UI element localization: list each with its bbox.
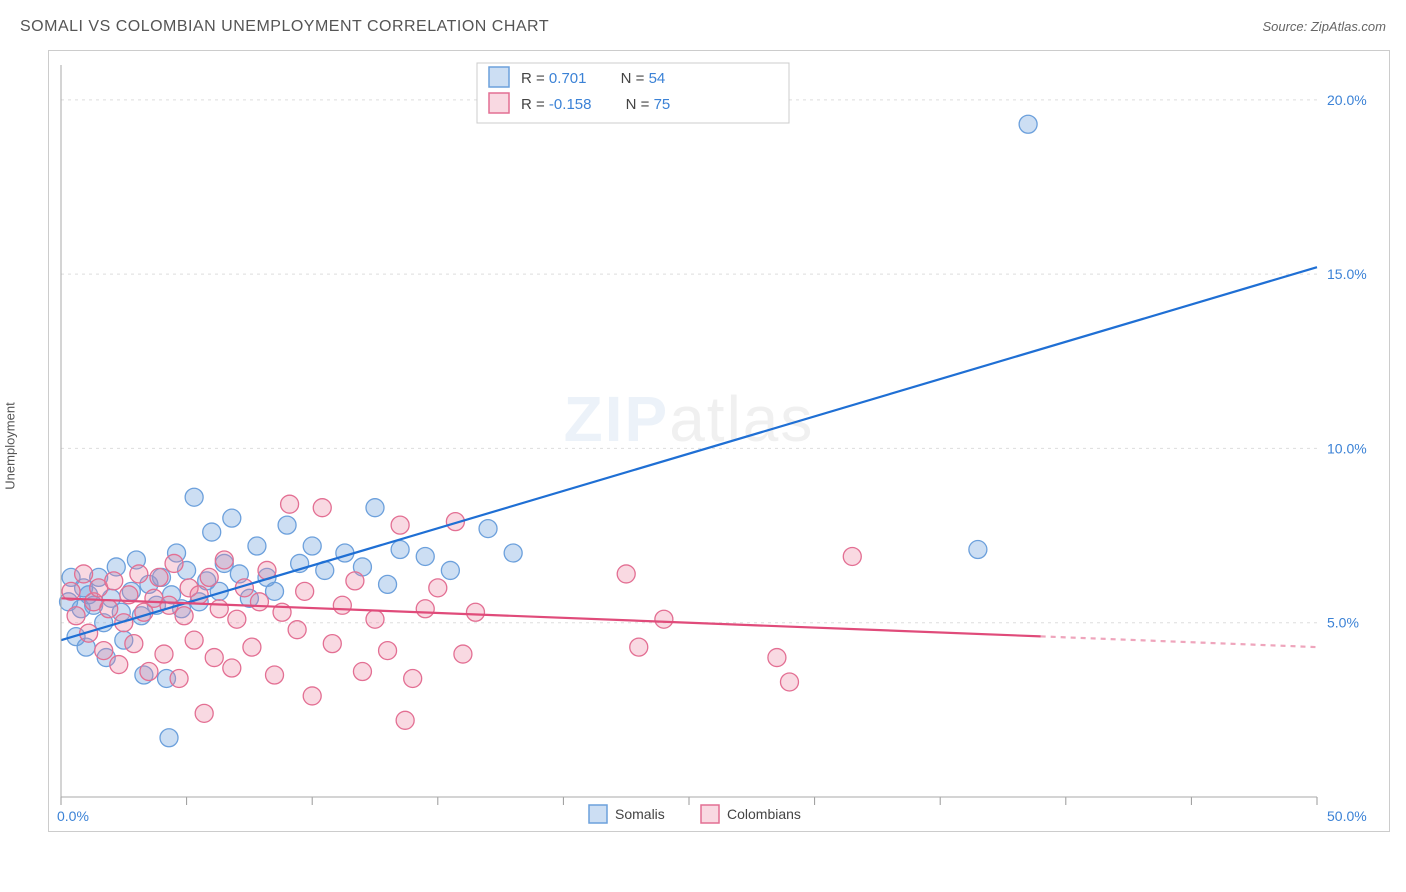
scatter-point (203, 523, 221, 541)
scatter-point (67, 607, 85, 625)
scatter-point (780, 673, 798, 691)
scatter-point (248, 537, 266, 555)
scatter-point (346, 572, 364, 590)
scatter-point (416, 600, 434, 618)
trend-line (61, 598, 1041, 636)
scatter-point (223, 659, 241, 677)
scatter-point (266, 666, 284, 684)
scatter-point (95, 642, 113, 660)
scatter-point (313, 499, 331, 517)
y-axis-label: Unemployment (3, 402, 18, 489)
scatter-point (296, 582, 314, 600)
chart-title: SOMALI VS COLOMBIAN UNEMPLOYMENT CORRELA… (20, 18, 549, 36)
scatter-point (195, 704, 213, 722)
scatter-point (333, 596, 351, 614)
y-tick-label: 20.0% (1327, 92, 1367, 108)
legend-swatch (489, 67, 509, 87)
scatter-point (160, 729, 178, 747)
scatter-point (155, 645, 173, 663)
scatter-point (655, 610, 673, 628)
correlation-chart: ZIPatlas5.0%10.0%15.0%20.0%0.0%50.0%R = … (48, 50, 1390, 832)
scatter-point (266, 582, 284, 600)
scatter-point (630, 638, 648, 656)
scatter-point (366, 610, 384, 628)
watermark: ZIPatlas (564, 383, 815, 455)
scatter-point (100, 600, 118, 618)
scatter-point (205, 649, 223, 667)
scatter-point (617, 565, 635, 583)
scatter-point (175, 607, 193, 625)
chart-source: Source: ZipAtlas.com (1262, 19, 1386, 34)
legend-label: Somalis (615, 806, 665, 822)
scatter-point (768, 649, 786, 667)
scatter-point (281, 495, 299, 513)
scatter-point (110, 656, 128, 674)
scatter-point (170, 669, 188, 687)
chart-header: SOMALI VS COLOMBIAN UNEMPLOYMENT CORRELA… (20, 18, 1386, 36)
scatter-point (105, 572, 123, 590)
scatter-point (404, 669, 422, 687)
scatter-point (185, 631, 203, 649)
scatter-point (969, 541, 987, 559)
scatter-point (125, 635, 143, 653)
scatter-point (223, 509, 241, 527)
scatter-point (323, 635, 341, 653)
legend-swatch (589, 805, 607, 823)
trend-line (61, 267, 1317, 640)
scatter-point (278, 516, 296, 534)
legend-swatch (701, 805, 719, 823)
scatter-point (243, 638, 261, 656)
scatter-point (391, 541, 409, 559)
bottom-legend: Somalis Colombians (589, 805, 801, 823)
scatter-point (454, 645, 472, 663)
scatter-point (228, 610, 246, 628)
scatter-point (479, 520, 497, 538)
y-tick-label: 15.0% (1327, 266, 1367, 282)
scatter-point (75, 565, 93, 583)
scatter-point (396, 711, 414, 729)
scatter-point (843, 547, 861, 565)
scatter-point (288, 621, 306, 639)
scatter-point (215, 551, 233, 569)
legend-swatch (489, 93, 509, 113)
scatter-point (150, 568, 168, 586)
scatter-point (303, 537, 321, 555)
scatter-point (1019, 115, 1037, 133)
scatter-point (466, 603, 484, 621)
scatter-point (165, 554, 183, 572)
scatter-point (250, 593, 268, 611)
scatter-point (391, 516, 409, 534)
trend-line-dashed (1041, 636, 1317, 647)
scatter-point (416, 547, 434, 565)
scatter-point (210, 600, 228, 618)
scatter-point (200, 568, 218, 586)
scatter-point (353, 663, 371, 681)
scatter-point (504, 544, 522, 562)
scatter-point (140, 663, 158, 681)
legend-label: Colombians (727, 806, 801, 822)
x-tick-label: 50.0% (1327, 808, 1367, 824)
scatter-point (429, 579, 447, 597)
scatter-point (303, 687, 321, 705)
scatter-point (185, 488, 203, 506)
y-tick-label: 5.0% (1327, 615, 1359, 631)
scatter-point (130, 565, 148, 583)
scatter-point (441, 561, 459, 579)
y-tick-label: 10.0% (1327, 440, 1367, 456)
scatter-point (379, 642, 397, 660)
x-tick-label: 0.0% (57, 808, 89, 824)
scatter-point (379, 575, 397, 593)
scatter-point (366, 499, 384, 517)
